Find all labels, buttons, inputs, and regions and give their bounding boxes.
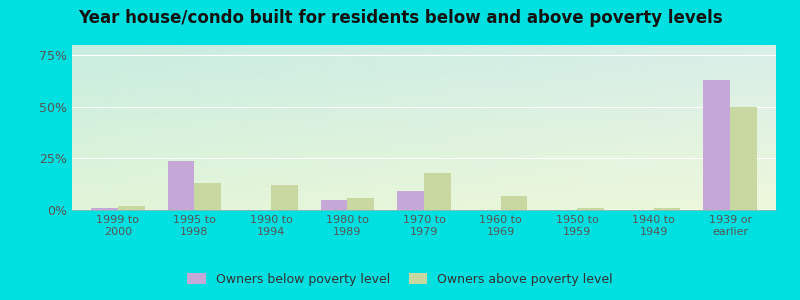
Bar [271, 185, 298, 210]
Bar [424, 173, 450, 210]
Bar [118, 206, 145, 210]
Bar [703, 80, 730, 210]
Bar [91, 208, 118, 210]
Bar [730, 107, 757, 210]
Bar [194, 183, 222, 210]
Bar [168, 160, 194, 210]
Bar [654, 208, 680, 210]
Bar [398, 191, 424, 210]
Legend: Owners below poverty level, Owners above poverty level: Owners below poverty level, Owners above… [182, 268, 618, 291]
Bar [347, 198, 374, 210]
Text: Year house/condo built for residents below and above poverty levels: Year house/condo built for residents bel… [78, 9, 722, 27]
Bar [501, 196, 527, 210]
Bar [321, 200, 347, 210]
Bar [577, 208, 604, 210]
